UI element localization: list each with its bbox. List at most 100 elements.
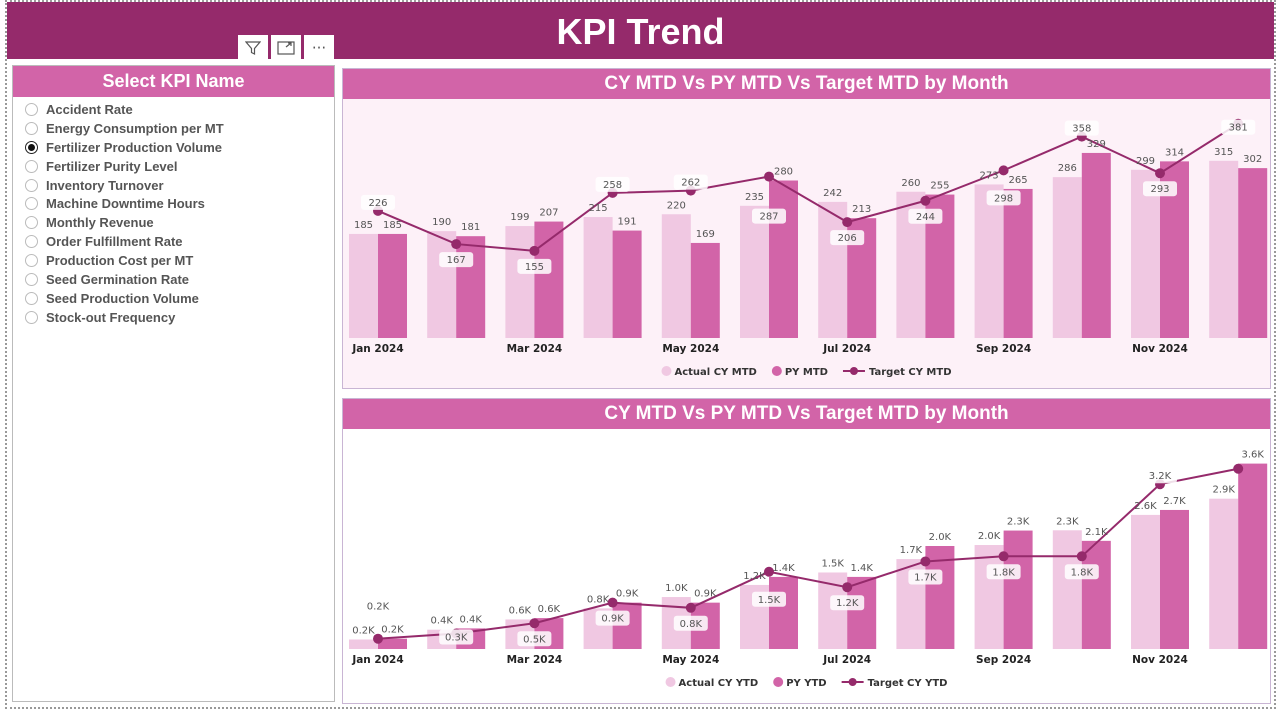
- target-point: [685, 602, 696, 613]
- label-py: 329: [1087, 139, 1106, 150]
- label-py: 2.7K: [1163, 496, 1186, 507]
- radio-icon[interactable]: [25, 254, 38, 268]
- legend-label: Target CY YTD: [868, 678, 948, 689]
- chart-title: CY MTD Vs PY MTD Vs Target MTD by Month: [343, 399, 1270, 429]
- label-actual: 242: [823, 188, 842, 199]
- target-point: [607, 597, 618, 608]
- radio-icon[interactable]: [25, 272, 38, 286]
- radio-icon[interactable]: [25, 197, 38, 211]
- slicer-item[interactable]: Seed Germination Rate: [25, 270, 334, 289]
- label-actual: 185: [354, 220, 373, 231]
- label-target: 1.7K: [914, 572, 937, 583]
- slicer-item[interactable]: Production Cost per MT: [25, 251, 334, 270]
- radio-icon[interactable]: [25, 216, 38, 230]
- radio-icon[interactable]: [25, 178, 38, 192]
- slicer-item-label: Inventory Turnover: [46, 177, 164, 193]
- label-py: 2.3K: [1007, 517, 1030, 528]
- legend-marker: [849, 367, 858, 375]
- target-point: [842, 217, 853, 228]
- radio-icon[interactable]: [25, 310, 38, 324]
- label-actual: 1.7K: [900, 545, 923, 556]
- label-py: 1.4K: [850, 563, 873, 574]
- slicer-item[interactable]: Monthly Revenue: [25, 213, 334, 232]
- target-point: [451, 239, 462, 250]
- label-py: 0.9K: [694, 589, 717, 600]
- slicer-item-label: Fertilizer Purity Level: [46, 158, 178, 174]
- target-point: [998, 165, 1009, 176]
- legend-label: PY MTD: [785, 367, 828, 378]
- x-tick-label: May 2024: [662, 343, 719, 355]
- label-target: 358: [1072, 124, 1091, 135]
- target-label-box: [830, 595, 865, 611]
- slicer-item[interactable]: Fertilizer Purity Level: [25, 157, 334, 176]
- legend-marker: [773, 677, 784, 687]
- slicer-item[interactable]: Stock-out Frequency: [25, 308, 334, 327]
- slicer-item[interactable]: Inventory Turnover: [25, 176, 334, 195]
- label-target: 0.9K: [601, 614, 624, 625]
- slicer-title: Select KPI Name: [13, 66, 334, 97]
- target-point: [1233, 463, 1244, 474]
- more-options-button[interactable]: ···: [304, 35, 334, 61]
- target-label-box: [1143, 468, 1177, 484]
- radio-icon[interactable]: [25, 159, 38, 173]
- slicer-item[interactable]: Fertilizer Production Volume: [25, 138, 334, 157]
- visual-header-toolbar: ···: [238, 35, 334, 61]
- bar-actual: [740, 205, 769, 338]
- slicer-item-label: Fertilizer Production Volume: [46, 139, 223, 155]
- slicer-item-label: Seed Germination Rate: [46, 271, 190, 287]
- slicer-item[interactable]: Machine Downtime Hours: [25, 194, 334, 213]
- target-point: [842, 582, 853, 593]
- radio-icon[interactable]: [25, 235, 38, 249]
- label-py: 314: [1165, 147, 1184, 158]
- slicer-item[interactable]: Energy Consumption per MT: [25, 119, 334, 138]
- target-label-box: [439, 629, 474, 645]
- bar-actual: [974, 545, 1004, 649]
- label-actual: 286: [1058, 163, 1077, 174]
- slicer-item[interactable]: Seed Production Volume: [25, 289, 334, 308]
- legend-marker: [665, 677, 676, 687]
- label-py: 265: [1009, 175, 1028, 186]
- slicer-item[interactable]: Accident Rate: [25, 100, 334, 119]
- label-actual: 273: [980, 170, 999, 181]
- label-target: 206: [838, 233, 857, 244]
- radio-icon[interactable]: [25, 102, 38, 116]
- label-actual: 215: [589, 203, 608, 214]
- label-target: 258: [603, 180, 622, 191]
- x-tick-label: Nov 2024: [1132, 343, 1188, 355]
- label-target: 0.8K: [680, 619, 703, 630]
- x-tick-label: Nov 2024: [1132, 654, 1188, 666]
- kpi-slicer: Select KPI Name Accident Rate Energy Cons…: [12, 65, 335, 702]
- slicer-item[interactable]: Order Fulfillment Rate: [25, 232, 334, 251]
- radio-icon[interactable]: [25, 121, 38, 135]
- label-target: 167: [447, 255, 466, 266]
- label-target: 1.8K: [1071, 567, 1094, 578]
- filter-icon[interactable]: [238, 35, 268, 61]
- target-label-box: [908, 208, 943, 224]
- label-target: 287: [759, 212, 778, 223]
- focus-mode-icon[interactable]: [271, 35, 301, 61]
- label-actual: 2.9K: [1212, 485, 1235, 496]
- label-actual: 190: [432, 217, 451, 228]
- label-py: 2.1K: [1085, 527, 1108, 538]
- label-target: 381: [1229, 123, 1248, 134]
- bar-actual: [583, 217, 613, 338]
- bar-actual: [1209, 160, 1239, 338]
- label-py: 185: [383, 220, 402, 231]
- radio-icon[interactable]: [25, 291, 38, 305]
- label-target: 3.2K: [1149, 471, 1172, 482]
- target-point: [764, 566, 774, 577]
- slicer-item-label: Order Fulfillment Rate: [46, 234, 183, 250]
- label-actual: 1.5K: [821, 558, 844, 569]
- label-py: 302: [1243, 154, 1262, 165]
- label-py: 2.0K: [929, 532, 952, 543]
- label-actual: 2.6K: [1134, 501, 1157, 512]
- radio-selected-icon[interactable]: [25, 140, 38, 154]
- label-actual: 235: [745, 192, 764, 203]
- bar-py: [612, 230, 642, 338]
- legend-marker: [661, 366, 672, 376]
- target-label-box: [595, 610, 630, 626]
- target-line: [377, 467, 1239, 640]
- x-tick-label: Jan 2024: [351, 654, 403, 666]
- target-point: [529, 245, 540, 256]
- target-label-box: [908, 569, 943, 585]
